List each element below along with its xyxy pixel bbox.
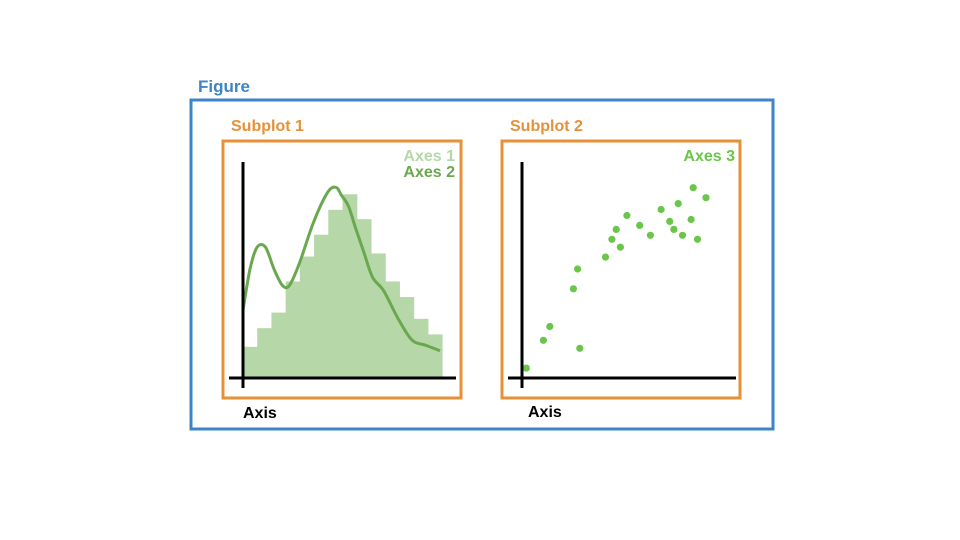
scatter-point bbox=[522, 364, 530, 372]
legend-axes-1: Axes 1 bbox=[403, 148, 455, 165]
scatter-point bbox=[546, 322, 554, 331]
subplot-2-label: Subplot 2 bbox=[510, 118, 583, 135]
legend-axes-2: Axes 2 bbox=[403, 164, 455, 181]
scatter-point bbox=[693, 235, 702, 243]
subplot-1-label: Subplot 1 bbox=[231, 118, 304, 135]
axes-1-histogram bbox=[243, 194, 443, 378]
subplot-2-axis-label: Axis bbox=[528, 404, 562, 421]
subplot-2-frame bbox=[500, 139, 742, 400]
histogram-bar bbox=[427, 334, 443, 378]
histogram-bar bbox=[385, 281, 400, 378]
figure-label: Figure bbox=[198, 77, 250, 96]
histogram-bar bbox=[356, 219, 372, 378]
scatter-point bbox=[616, 243, 625, 251]
histogram-bar bbox=[314, 234, 329, 378]
scatter-point bbox=[576, 344, 584, 352]
scatter-point bbox=[702, 194, 710, 202]
scatter-point bbox=[612, 225, 620, 233]
scatter-point bbox=[670, 225, 678, 233]
legend-axes-3: Axes 3 bbox=[683, 148, 735, 165]
scatter-point bbox=[539, 336, 548, 344]
scatter-point bbox=[678, 231, 687, 239]
histogram-bar bbox=[271, 312, 287, 378]
scatter-point bbox=[636, 221, 644, 229]
scatter-point bbox=[601, 253, 610, 261]
scatter-point bbox=[569, 285, 578, 293]
histogram-bar bbox=[243, 346, 258, 378]
figure-frame bbox=[189, 98, 775, 431]
axes-2-curve bbox=[241, 185, 441, 353]
histogram-bar bbox=[399, 297, 415, 378]
scatter-point bbox=[574, 265, 582, 273]
histogram-bar bbox=[342, 194, 358, 378]
scatter-point bbox=[623, 211, 631, 220]
axes-3-scatter bbox=[522, 184, 710, 372]
scatter-point bbox=[646, 231, 655, 239]
scatter-point bbox=[687, 215, 695, 224]
histogram-bar bbox=[328, 209, 344, 378]
scatter-point bbox=[674, 200, 682, 208]
subplot-1-axis-label: Axis bbox=[243, 405, 277, 422]
histogram-bar bbox=[413, 318, 429, 378]
scatter-point bbox=[657, 205, 665, 214]
scatter-point bbox=[689, 184, 697, 192]
subplot-1-frame bbox=[221, 139, 463, 400]
scatter-point bbox=[666, 217, 674, 225]
histogram-bar bbox=[285, 281, 301, 378]
scatter-point bbox=[608, 235, 616, 243]
histogram-bar bbox=[299, 256, 315, 378]
histogram-bar bbox=[370, 253, 386, 378]
histogram-bar bbox=[257, 328, 273, 378]
